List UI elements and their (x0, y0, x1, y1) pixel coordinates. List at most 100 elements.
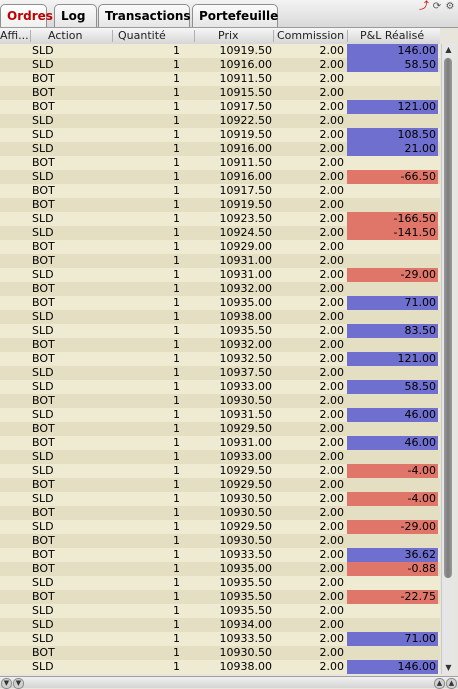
cell-pnl-realise (347, 604, 438, 618)
table-row[interactable]: SLD 1 10929.50 2.00 -4.00 (0, 464, 440, 478)
table-row[interactable]: BOT 1 10930.50 2.00 (0, 506, 440, 520)
cell-prix: 10933.00 (219, 380, 273, 393)
cell-pnl-realise (347, 72, 438, 86)
cell-action: SLD (32, 212, 54, 225)
table-row[interactable]: SLD 1 10919.50 2.00 146.00 (0, 44, 440, 58)
chevron-down-icon[interactable]: ▼ (13, 678, 24, 689)
cell-quantite: 1 (173, 282, 180, 295)
cell-action: SLD (32, 464, 54, 477)
table-row[interactable]: BOT 1 10935.00 2.00 -0.88 (0, 562, 440, 576)
column-header-quantite[interactable]: Quantité (118, 29, 166, 42)
table-row[interactable]: BOT 1 10931.00 2.00 (0, 254, 440, 268)
expand-up-icon[interactable]: ▲ (434, 678, 445, 689)
collapse-down-icon[interactable]: ▼ (1, 678, 12, 689)
settings-icon[interactable]: ⚙ (445, 1, 455, 12)
table-row[interactable]: SLD 1 10937.50 2.00 (0, 366, 440, 380)
table-row[interactable]: BOT 1 10930.50 2.00 (0, 534, 440, 548)
vertical-scrollbar[interactable]: ▲ ▼ (441, 44, 455, 674)
cell-prix: 10922.50 (219, 114, 273, 127)
cell-action: SLD (32, 604, 54, 617)
table-row[interactable]: SLD 1 10935.50 2.00 (0, 604, 440, 618)
refresh-icon[interactable]: ⟳ (432, 1, 442, 12)
table-row[interactable]: SLD 1 10919.50 2.00 108.50 (0, 128, 440, 142)
table-row[interactable]: SLD 1 10935.50 2.00 83.50 (0, 324, 440, 338)
table-row[interactable]: BOT 1 10917.50 2.00 121.00 (0, 100, 440, 114)
table-row[interactable]: SLD 1 10916.00 2.00 21.00 (0, 142, 440, 156)
table-row[interactable]: SLD 1 10935.50 2.00 (0, 576, 440, 590)
cell-commission: 2.00 (319, 310, 345, 323)
cell-prix: 10934.00 (219, 618, 273, 631)
table-row[interactable]: SLD 1 10916.00 2.00 -66.50 (0, 170, 440, 184)
cell-pnl-realise (347, 576, 438, 590)
table-row[interactable]: SLD 1 10929.50 2.00 -29.00 (0, 520, 440, 534)
cell-pnl-realise (347, 156, 438, 170)
tab-portefeuille[interactable]: Portefeuille (192, 4, 278, 27)
cell-prix: 10931.00 (219, 436, 273, 449)
column-header-prix[interactable]: Prix (218, 29, 239, 42)
cell-commission: 2.00 (319, 114, 345, 127)
table-row[interactable]: SLD 1 10938.00 2.00 146.00 (0, 660, 440, 674)
table-row[interactable]: BOT 1 10929.50 2.00 (0, 478, 440, 492)
table-row[interactable]: BOT 1 10935.50 2.00 -22.75 (0, 590, 440, 604)
table-row[interactable]: BOT 1 10932.50 2.00 121.00 (0, 352, 440, 366)
table-row[interactable]: BOT 1 10917.50 2.00 (0, 184, 440, 198)
table-row[interactable]: BOT 1 10930.50 2.00 (0, 646, 440, 660)
cell-action: BOT (32, 254, 55, 267)
table-row[interactable]: SLD 1 10938.00 2.00 (0, 310, 440, 324)
scroll-up-icon[interactable]: ▲ (445, 45, 452, 54)
table-row[interactable]: BOT 1 10929.00 2.00 (0, 240, 440, 254)
cell-pnl-realise: -4.00 (347, 492, 438, 506)
tab-log[interactable]: Log (54, 4, 97, 27)
table-row[interactable]: SLD 1 10922.50 2.00 (0, 114, 440, 128)
column-header-action[interactable]: Action (48, 29, 83, 42)
bottom-bar: ▼ ▼ ▲ ▲ (0, 676, 458, 689)
table-row[interactable]: BOT 1 10933.50 2.00 36.62 (0, 548, 440, 562)
table-row[interactable]: BOT 1 10911.50 2.00 (0, 72, 440, 86)
cell-commission: 2.00 (319, 604, 345, 617)
cell-commission: 2.00 (319, 660, 345, 673)
cell-prix: 10929.50 (219, 464, 273, 477)
table-row[interactable]: BOT 1 10919.50 2.00 (0, 198, 440, 212)
cell-commission: 2.00 (319, 296, 345, 309)
table-row[interactable]: SLD 1 10933.00 2.00 58.50 (0, 380, 440, 394)
cell-action: BOT (32, 352, 55, 365)
chevron-up-icon[interactable]: ▲ (446, 678, 457, 689)
cell-prix: 10923.50 (219, 212, 273, 225)
table-row[interactable]: BOT 1 10931.00 2.00 46.00 (0, 436, 440, 450)
cell-action: SLD (32, 660, 54, 673)
table-row[interactable]: BOT 1 10932.00 2.00 (0, 282, 440, 296)
cell-pnl-realise (347, 198, 438, 212)
table-row[interactable]: SLD 1 10916.00 2.00 58.50 (0, 58, 440, 72)
pin-icon[interactable]: ⤴ (419, 1, 429, 12)
table-row[interactable]: BOT 1 10935.00 2.00 71.00 (0, 296, 440, 310)
column-header-commission[interactable]: Commission (277, 29, 345, 42)
cell-action: BOT (32, 86, 55, 99)
table-row[interactable]: SLD 1 10934.00 2.00 (0, 618, 440, 632)
table-row[interactable]: SLD 1 10931.00 2.00 -29.00 (0, 268, 440, 282)
table-row[interactable]: BOT 1 10929.50 2.00 (0, 422, 440, 436)
cell-commission: 2.00 (319, 632, 345, 645)
cell-pnl-realise: 58.50 (347, 58, 438, 72)
cell-commission: 2.00 (319, 646, 345, 659)
table-row[interactable]: BOT 1 10911.50 2.00 (0, 156, 440, 170)
table-row[interactable]: BOT 1 10930.50 2.00 (0, 394, 440, 408)
tab-ordres[interactable]: Ordres (0, 4, 53, 27)
table-row[interactable]: SLD 1 10933.00 2.00 (0, 450, 440, 464)
cell-action: BOT (32, 534, 55, 547)
table-row[interactable]: SLD 1 10931.50 2.00 46.00 (0, 408, 440, 422)
tab-transactions[interactable]: Transactions (98, 4, 191, 27)
cell-quantite: 1 (173, 86, 180, 99)
table-row[interactable]: SLD 1 10930.50 2.00 -4.00 (0, 492, 440, 506)
table-row[interactable]: SLD 1 10933.50 2.00 71.00 (0, 632, 440, 646)
scroll-down-icon[interactable]: ▼ (445, 663, 452, 672)
table-row[interactable]: BOT 1 10915.50 2.00 (0, 86, 440, 100)
table-row[interactable]: BOT 1 10932.00 2.00 (0, 338, 440, 352)
cell-commission: 2.00 (319, 478, 345, 491)
table-row[interactable]: SLD 1 10924.50 2.00 -141.50 (0, 226, 440, 240)
cell-prix: 10930.50 (219, 534, 273, 547)
cell-action: BOT (32, 646, 55, 659)
scrollbar-thumb[interactable] (444, 58, 452, 578)
column-header-pnl-realise[interactable]: P&L Réalisé (360, 29, 425, 42)
table-row[interactable]: SLD 1 10923.50 2.00 -166.50 (0, 212, 440, 226)
column-header-affi[interactable]: Affi... (0, 29, 29, 42)
